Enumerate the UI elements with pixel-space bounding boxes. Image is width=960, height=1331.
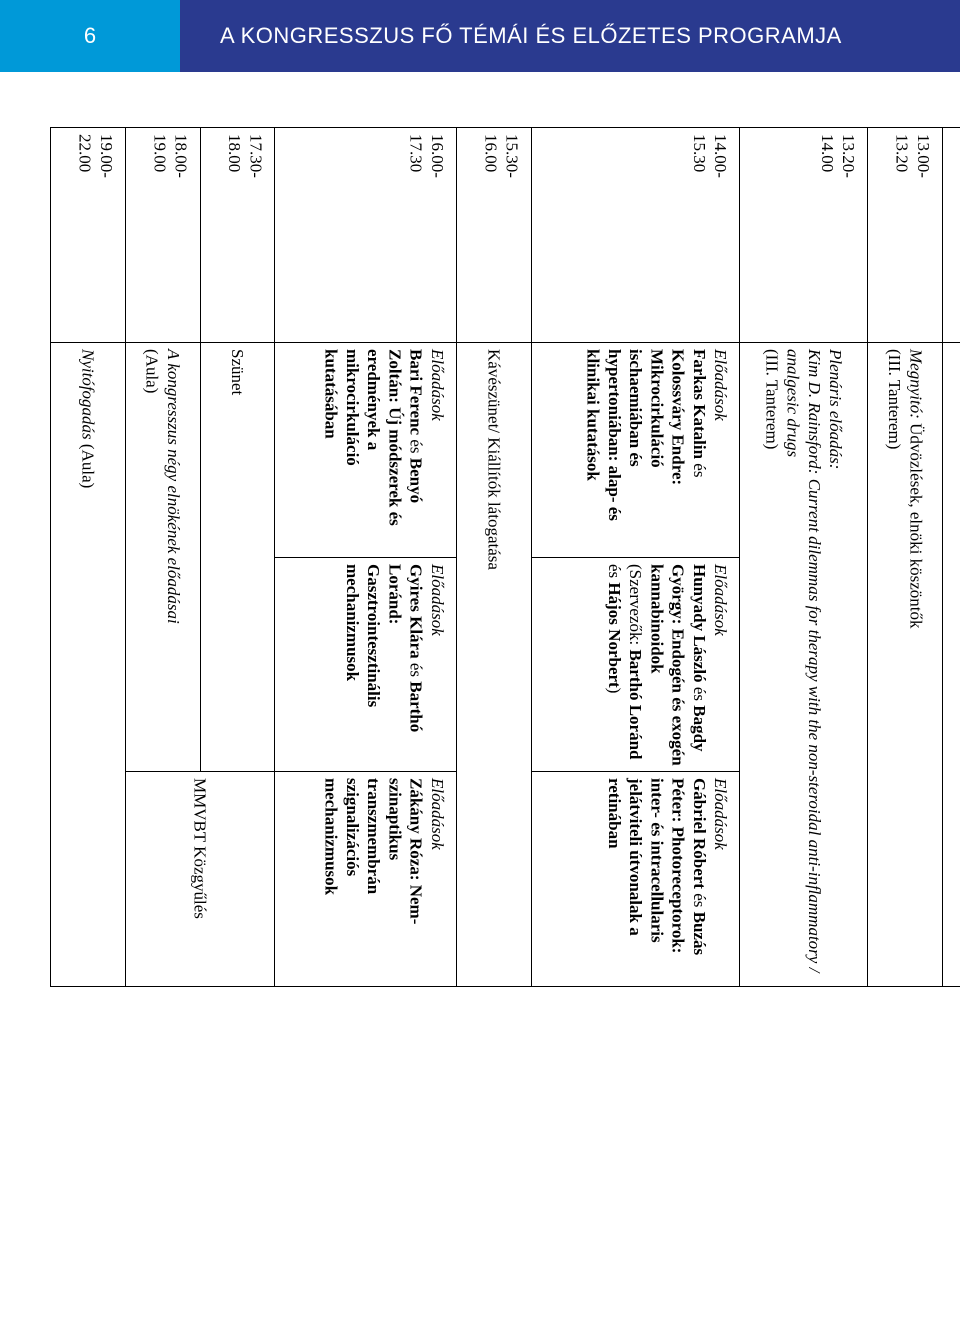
program-table-wrap: 2011. június 8. SZERDA A Témakör III. Ta… bbox=[50, 127, 920, 987]
r4-l2: Kim D. Rainsford: Current dilemmas for t… bbox=[784, 349, 824, 972]
r7-C: Előadások Zákány Róza: Nem-szinaptikus t… bbox=[275, 772, 457, 987]
r5-C-conj: és bbox=[690, 893, 709, 911]
r5-A-conj: és bbox=[690, 463, 709, 477]
r3-l2: (III. Tanterem) bbox=[885, 349, 904, 449]
r10-full: Nyitófogadás (Aula) bbox=[51, 342, 126, 986]
r2-full: Ebéd/ Kiállítók látogatása bbox=[942, 342, 960, 986]
row-1320: 13.20- 14.00 Plenáris előadás: Kim D. Ra… bbox=[740, 128, 868, 987]
time-1300: 13.00- 13.20 bbox=[868, 128, 943, 343]
time-1900: 19.00- 22.00 bbox=[51, 128, 126, 343]
r3-l1-rest: Üdvözlések, elnöki köszöntők bbox=[906, 419, 925, 629]
r5-B-l2-b2: Hájos Norbert bbox=[605, 582, 624, 687]
r5-A-auth2: Kolossváry Endre bbox=[669, 349, 688, 480]
r7-A-conj: és bbox=[407, 439, 426, 457]
time-1530: 15.30- 16.00 bbox=[456, 128, 531, 343]
r7-B-auth1: Gyires Klára bbox=[407, 564, 426, 663]
r10-l1-post: (Aula) bbox=[79, 439, 98, 488]
r9-full: A kongresszus négy elnökének előadásai (… bbox=[125, 342, 200, 772]
r7-B-conj: és bbox=[407, 662, 426, 680]
r8-AB: Szünet bbox=[200, 342, 275, 772]
row-1200: 12.00- 13.00 Ebéd/ Kiállítók látogatása bbox=[942, 128, 960, 987]
r5-C-label: Előadások bbox=[710, 778, 731, 850]
row-1730: 17.30- 18.00 Szünet MMVBT Közgyűlés bbox=[200, 128, 275, 987]
r5-C: Előadások Gábriel Róbert és Buzás Péter:… bbox=[531, 772, 739, 987]
time-1200: 12.00- 13.00 bbox=[942, 128, 960, 343]
r7-B: Előadások Gyires Klára és Barthó Loránd:… bbox=[275, 557, 457, 772]
page-title: A KONGRESSZUS FŐ TÉMÁI ÉS ELŐZETES PROGR… bbox=[220, 23, 842, 49]
r7-B-label: Előadások bbox=[427, 564, 448, 636]
r9-l1: A kongresszus négy elnökének előadásai bbox=[164, 349, 183, 624]
r8-C: MMVBT Közgyűlés bbox=[125, 772, 275, 987]
r5-B: Előadások Hunyady László és Bagdy György… bbox=[531, 557, 739, 772]
r5-C-auth1: Gábriel Róbert bbox=[690, 778, 709, 893]
row-1600: 16.00- 17.30 Előadások Bari Ferenc és Be… bbox=[275, 128, 457, 987]
r5-B-label: Előadások bbox=[710, 564, 731, 636]
r9-l2: (Aula) bbox=[143, 349, 162, 393]
r5-B-l2-pre: (Szervezők: bbox=[626, 564, 645, 649]
r4-full: Plenáris előadás: Kim D. Rainsford: Curr… bbox=[740, 342, 868, 986]
r10-l1: Nyitófogadás bbox=[79, 349, 98, 440]
program-table: 2011. június 8. SZERDA A Témakör III. Ta… bbox=[50, 127, 960, 987]
r7-A-auth1: Bari Ferenc bbox=[407, 349, 426, 439]
r4-l3: (III. Tanterem) bbox=[762, 349, 781, 449]
r5-A-label: Előadások bbox=[710, 349, 731, 421]
row-1900: 19.00- 22.00 Nyitófogadás (Aula) bbox=[51, 128, 126, 987]
r5-B-auth1: Hunyady László bbox=[690, 564, 709, 687]
r7-C-auth1: Zákány Róza bbox=[407, 778, 426, 875]
time-1800: 18.00- 19.00 bbox=[125, 128, 200, 343]
r5-B-conj: és bbox=[690, 686, 709, 704]
time-1730: 17.30- 18.00 bbox=[200, 128, 275, 343]
r6-full: Kávészünet/ Kiállítók látogatása bbox=[456, 342, 531, 986]
r5-A: Előadások Farkas Katalin és Kolossváry E… bbox=[531, 342, 739, 557]
r5-B-l2-post: ) bbox=[605, 687, 624, 693]
page-number-box: 6 bbox=[0, 0, 180, 72]
time-1320: 13.20- 14.00 bbox=[740, 128, 868, 343]
time-1600: 16.00- 17.30 bbox=[275, 128, 457, 343]
page-title-box: A KONGRESSZUS FŐ TÉMÁI ÉS ELŐZETES PROGR… bbox=[180, 0, 960, 72]
r5-B-l2-b1: Barthó Loránd bbox=[626, 649, 645, 759]
r7-C-label: Előadások bbox=[427, 778, 448, 850]
row-1400: 14.00- 15.30 Előadások Farkas Katalin és… bbox=[531, 128, 739, 987]
row-1530: 15.30- 16.00 Kávészünet/ Kiállítók látog… bbox=[456, 128, 531, 987]
r7-A-label: Előadások bbox=[427, 349, 448, 421]
page-number: 6 bbox=[84, 23, 96, 49]
page-header: 6 A KONGRESSZUS FŐ TÉMÁI ÉS ELŐZETES PRO… bbox=[0, 0, 960, 72]
r5-B-l2-mid: és bbox=[605, 564, 624, 582]
row-1300: 13.00- 13.20 Megnyitó: Üdvözlések, elnök… bbox=[868, 128, 943, 987]
r5-A-auth1: Farkas Katalin bbox=[690, 349, 709, 463]
time-1400: 14.00- 15.30 bbox=[531, 128, 739, 343]
r3-l1-ital: Megnyitó: bbox=[906, 349, 925, 419]
r4-l1: Plenáris előadás: bbox=[826, 349, 845, 469]
r3-full: Megnyitó: Üdvözlések, elnöki köszöntők (… bbox=[868, 342, 943, 986]
r7-A: Előadások Bari Ferenc és Benyó Zoltán: Ú… bbox=[275, 342, 457, 557]
